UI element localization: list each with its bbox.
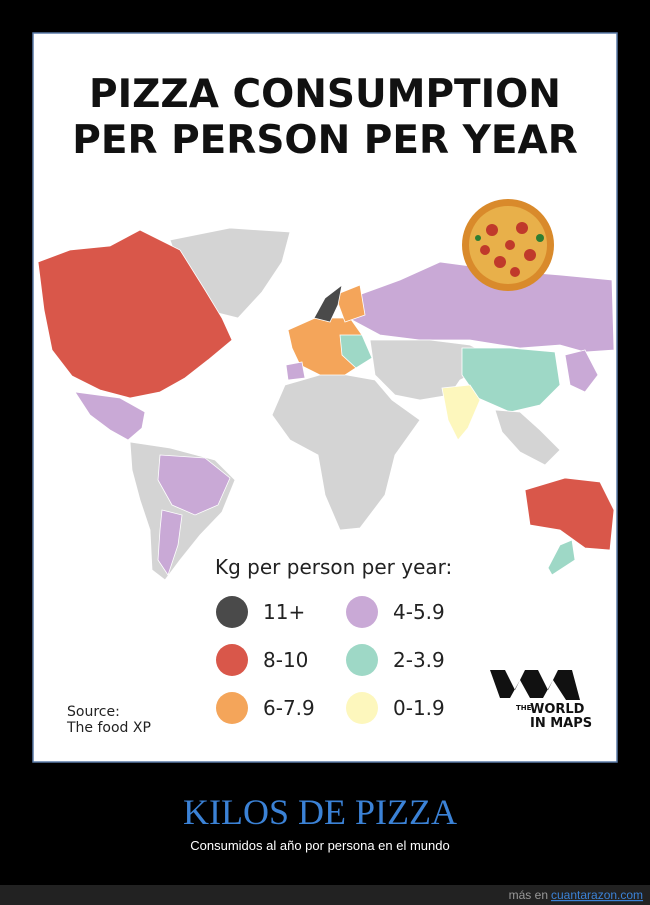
india xyxy=(441,384,481,441)
legend-swatch xyxy=(216,596,248,628)
norway xyxy=(313,284,343,323)
legend-swatch xyxy=(346,692,378,724)
legend-label: 11+ xyxy=(263,600,305,624)
new-zealand xyxy=(547,539,576,576)
legend-title: Kg per person per year: xyxy=(215,555,452,579)
caption-subtitle: Consumidos al año por persona en el mund… xyxy=(190,838,449,853)
title-line: PER PERSON PER YEAR xyxy=(72,118,577,163)
southeast-asia xyxy=(494,409,561,466)
scandinavia xyxy=(334,284,366,323)
north-america xyxy=(37,229,233,399)
legend-label: 0-1.9 xyxy=(393,696,445,720)
legend-swatch xyxy=(346,596,378,628)
central-america xyxy=(74,391,146,441)
argentina xyxy=(157,509,183,576)
footer-text: más en xyxy=(509,888,548,902)
iberia xyxy=(285,361,306,381)
footer-bar xyxy=(0,885,650,905)
legend-label: 6-7.9 xyxy=(263,696,315,720)
brazil xyxy=(157,454,231,516)
japan xyxy=(564,349,599,393)
logo-text: IN MAPS xyxy=(530,716,592,731)
title-line: PIZZA CONSUMPTION xyxy=(89,72,561,117)
europe xyxy=(287,317,366,376)
africa xyxy=(271,371,421,531)
legend-swatch xyxy=(216,692,248,724)
logo-text: WORLD xyxy=(530,702,585,717)
balkans xyxy=(339,334,373,369)
legend: 11+ 8-10 6-7.9 4-5.9 2-3.9 0-1.9 xyxy=(216,596,445,724)
pizza-icon xyxy=(462,199,554,291)
logo-text: THE xyxy=(516,704,532,712)
source-line: The food XP xyxy=(66,720,151,736)
legend-swatch xyxy=(216,644,248,676)
logo: THE WORLD IN MAPS xyxy=(490,670,592,731)
legend-label: 4-5.9 xyxy=(393,600,445,624)
legend-label: 2-3.9 xyxy=(393,648,445,672)
source-line: Source: xyxy=(67,704,120,720)
australia xyxy=(524,477,615,551)
footer-link[interactable]: cuantarazon.com xyxy=(551,888,643,902)
legend-swatch xyxy=(346,644,378,676)
caption-title: KILOS DE PIZZA xyxy=(183,792,457,832)
china xyxy=(461,347,561,413)
legend-label: 8-10 xyxy=(263,648,308,672)
map xyxy=(37,227,615,581)
